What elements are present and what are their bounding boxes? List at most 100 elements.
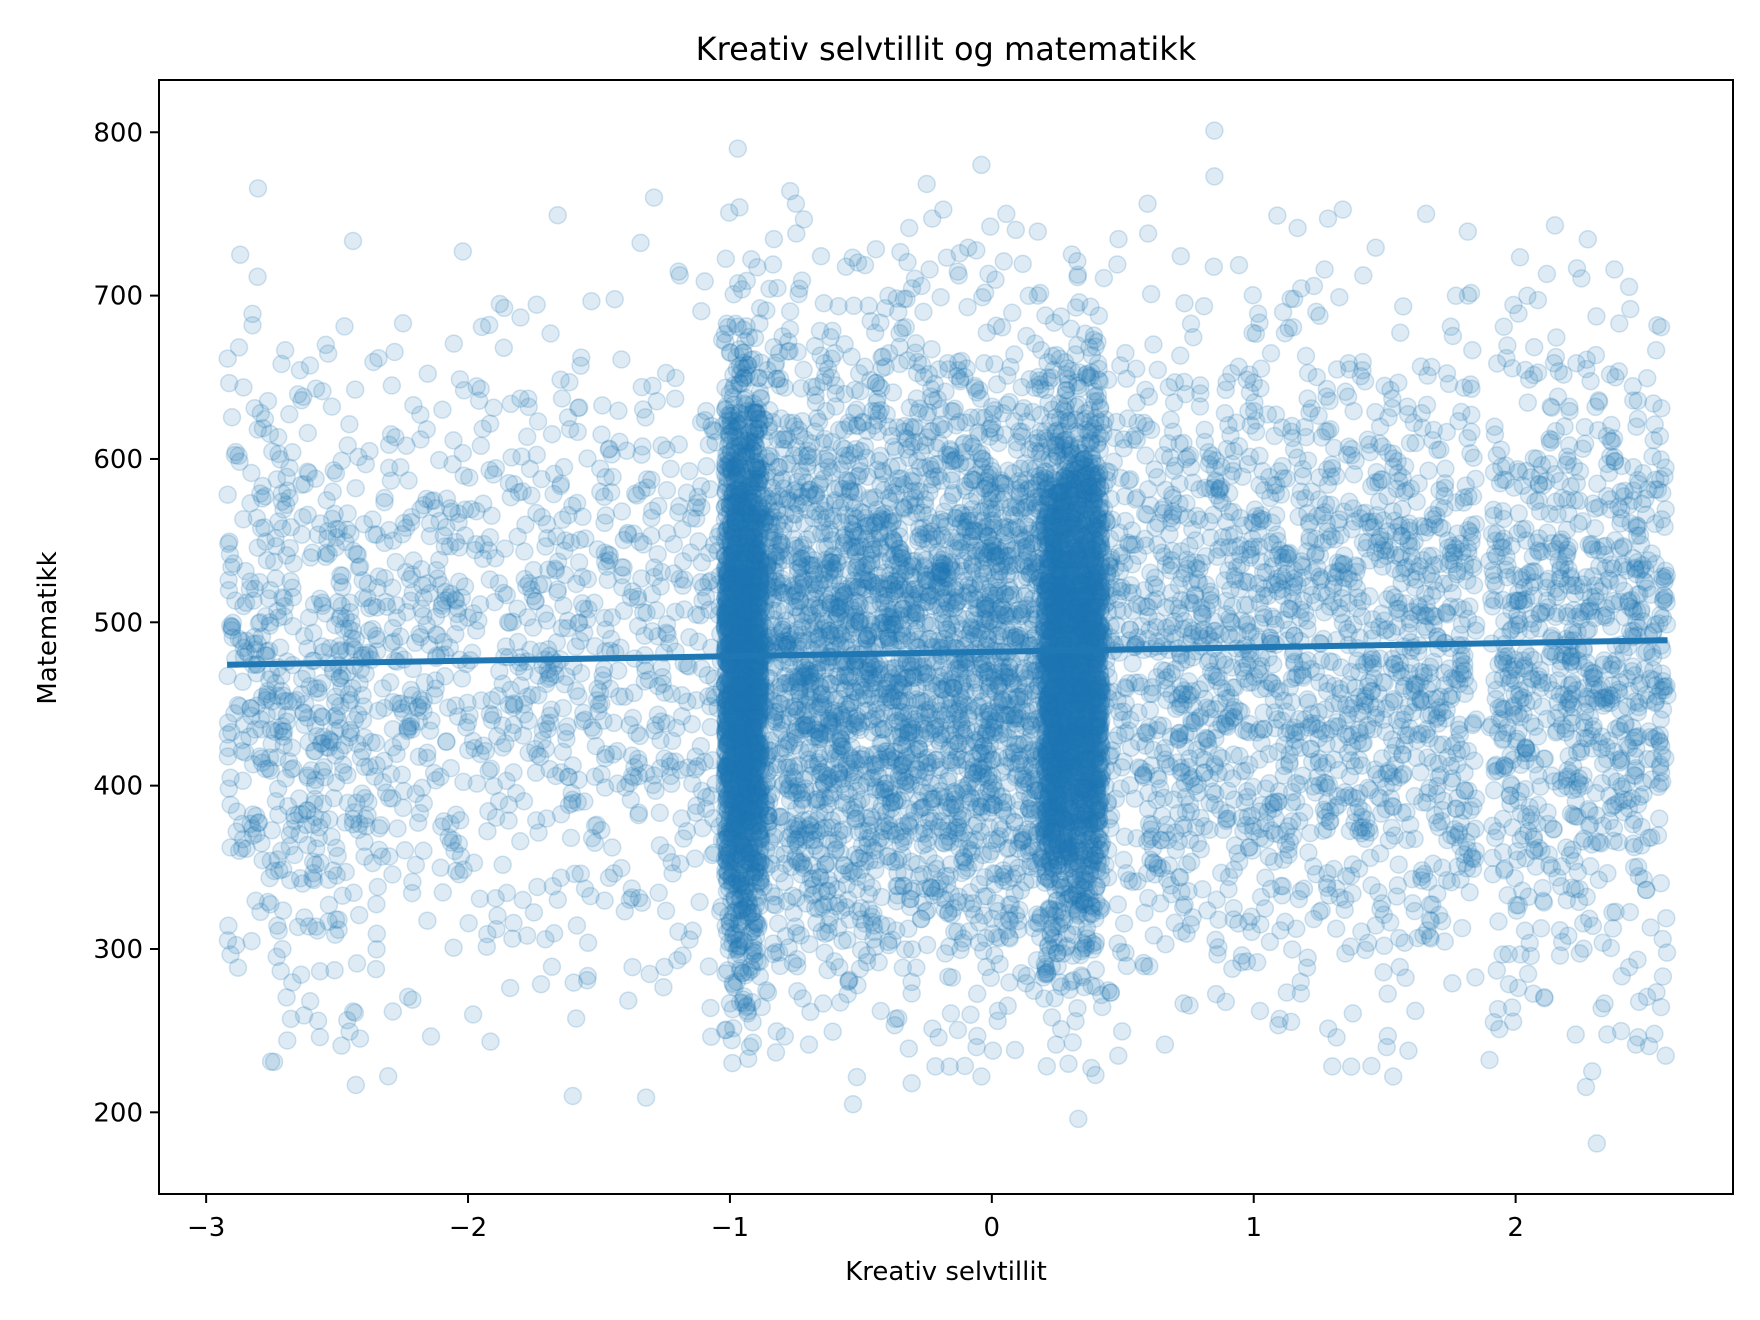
data-point (283, 973, 302, 992)
data-point (298, 766, 317, 785)
data-point (335, 813, 355, 832)
data-point (418, 574, 437, 593)
data-point (608, 741, 627, 761)
data-point (418, 743, 437, 762)
data-point (300, 356, 320, 375)
data-point (304, 794, 324, 814)
data-point (261, 1052, 281, 1071)
data-point (367, 924, 387, 944)
data-point (452, 669, 472, 688)
data-point (526, 591, 545, 611)
data-point (586, 736, 606, 756)
data-point (488, 906, 507, 925)
data-point (564, 973, 583, 992)
data-point (561, 828, 581, 848)
data-point (554, 596, 573, 615)
data-point (539, 669, 558, 689)
data-point (330, 669, 350, 688)
data-point (444, 431, 463, 450)
data-point (757, 301, 776, 320)
data-point (651, 731, 670, 750)
data-point (319, 895, 339, 915)
data-point (313, 707, 332, 727)
data-point (649, 883, 668, 903)
data-point (406, 855, 426, 875)
data-point (241, 698, 260, 718)
data-point (272, 492, 292, 511)
data-point (493, 855, 512, 875)
data-point (578, 449, 597, 468)
data-point (441, 758, 461, 778)
data-point (332, 451, 351, 471)
data-point (680, 628, 699, 647)
data-point (698, 665, 718, 685)
data-point (249, 813, 269, 832)
data-point (663, 864, 682, 883)
data-point (743, 945, 762, 965)
data-point (866, 239, 886, 259)
data-point (340, 414, 359, 434)
data-point (243, 304, 262, 324)
data-point (313, 593, 332, 613)
data-point (344, 883, 363, 903)
data-point (669, 435, 689, 454)
data-point (444, 938, 463, 957)
data-point (541, 324, 560, 343)
data-point (899, 1039, 919, 1058)
data-point (324, 788, 344, 808)
data-point (720, 834, 739, 854)
data-point (234, 638, 253, 658)
data-point (400, 570, 420, 589)
data-point (450, 811, 470, 830)
data-point (343, 231, 363, 251)
data-point (500, 978, 520, 998)
data-point (274, 722, 294, 741)
data-point (308, 704, 328, 723)
data-point (283, 588, 303, 607)
data-point (654, 977, 673, 997)
data-point (847, 1067, 867, 1087)
data-point (283, 617, 303, 636)
data-point (284, 554, 303, 573)
data-point (306, 917, 326, 936)
data-point (323, 482, 342, 501)
data-point (633, 603, 653, 622)
data-point (256, 532, 275, 551)
data-point (636, 408, 655, 427)
data-point (566, 1009, 586, 1028)
data-point (716, 249, 736, 269)
data-point (329, 910, 348, 930)
data-point (325, 693, 345, 712)
data-point (312, 637, 332, 656)
data-point (311, 853, 330, 873)
data-point (234, 715, 254, 734)
data-point (724, 365, 743, 385)
data-point (313, 596, 332, 615)
data-point (327, 866, 346, 885)
data-point (341, 690, 361, 710)
data-point (624, 524, 643, 543)
data-point (356, 664, 375, 683)
data-point (395, 841, 415, 860)
data-point (333, 578, 352, 597)
data-point (311, 734, 331, 753)
data-point (264, 1052, 284, 1072)
data-point (305, 741, 325, 761)
data-point (632, 569, 651, 588)
data-point (233, 771, 253, 791)
data-point (346, 478, 365, 498)
data-point (281, 1009, 301, 1029)
data-point (603, 467, 622, 487)
data-point (666, 368, 685, 388)
data-point (330, 668, 349, 688)
data-point (528, 412, 548, 431)
data-point (619, 991, 638, 1010)
data-point (531, 974, 551, 994)
data-point (737, 623, 756, 643)
data-point (362, 732, 381, 752)
data-point (686, 690, 706, 710)
data-point (519, 743, 538, 763)
data-point (665, 389, 685, 408)
data-point (342, 637, 362, 656)
data-point (281, 760, 301, 779)
